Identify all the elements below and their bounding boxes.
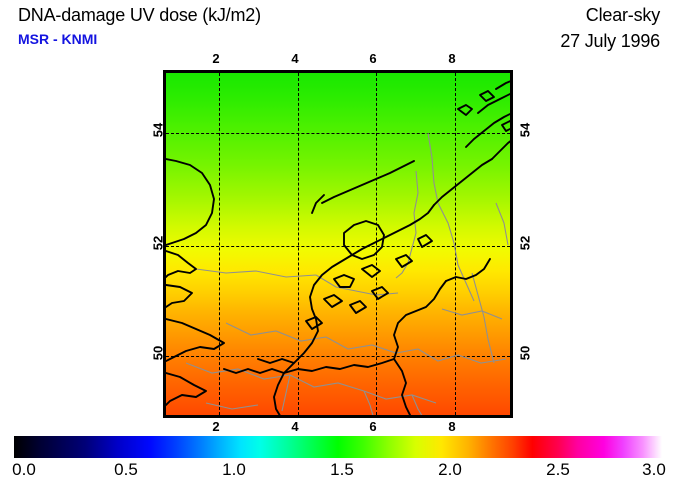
coastline-overlay [166,80,510,415]
lon-tick-top-4: 4 [291,51,299,66]
coastline-path [166,80,510,415]
sky-condition-label: Clear-sky [585,5,660,25]
date-label: 27 July 1996 [560,31,660,51]
colorbar [14,436,662,458]
lat-tick-right-52: 52 [517,235,533,251]
lon-tick-top-8: 8 [448,51,456,66]
colorbar-tick-1: 0.5 [114,460,138,479]
lat-tick-left-54: 54 [150,122,166,138]
colorbar-tick-3: 1.5 [330,460,354,479]
lon-tick-top-6: 6 [369,51,377,66]
lat-tick-right-54: 54 [517,122,533,138]
colorbar-tick-5: 2.5 [546,460,570,479]
lon-tick-bottom-6: 6 [369,419,377,434]
lon-tick-bottom-8: 8 [448,419,456,434]
colorbar-tick-4: 2.0 [438,460,462,479]
colorbar-tick-0: 0.0 [12,460,36,479]
lon-tick-bottom-2: 2 [212,419,220,434]
lat-tick-left-50: 50 [150,345,166,361]
colorbar-tick-2: 1.0 [222,460,246,479]
plot-frame [163,70,513,418]
national-borders [185,132,509,415]
page-title: DNA-damage UV dose (kJ/m2) [18,5,261,25]
colorbar-gradient [14,436,662,458]
lon-tick-bottom-4: 4 [291,419,299,434]
colorbar-tick-6: 3.0 [642,460,666,479]
data-source-label: MSR - KNMI [18,31,98,47]
uv-dose-field [166,73,510,415]
lat-tick-right-50: 50 [517,345,533,361]
lat-tick-left-52: 52 [150,235,166,251]
map-plot-area [163,70,513,418]
lon-tick-top-2: 2 [212,51,220,66]
